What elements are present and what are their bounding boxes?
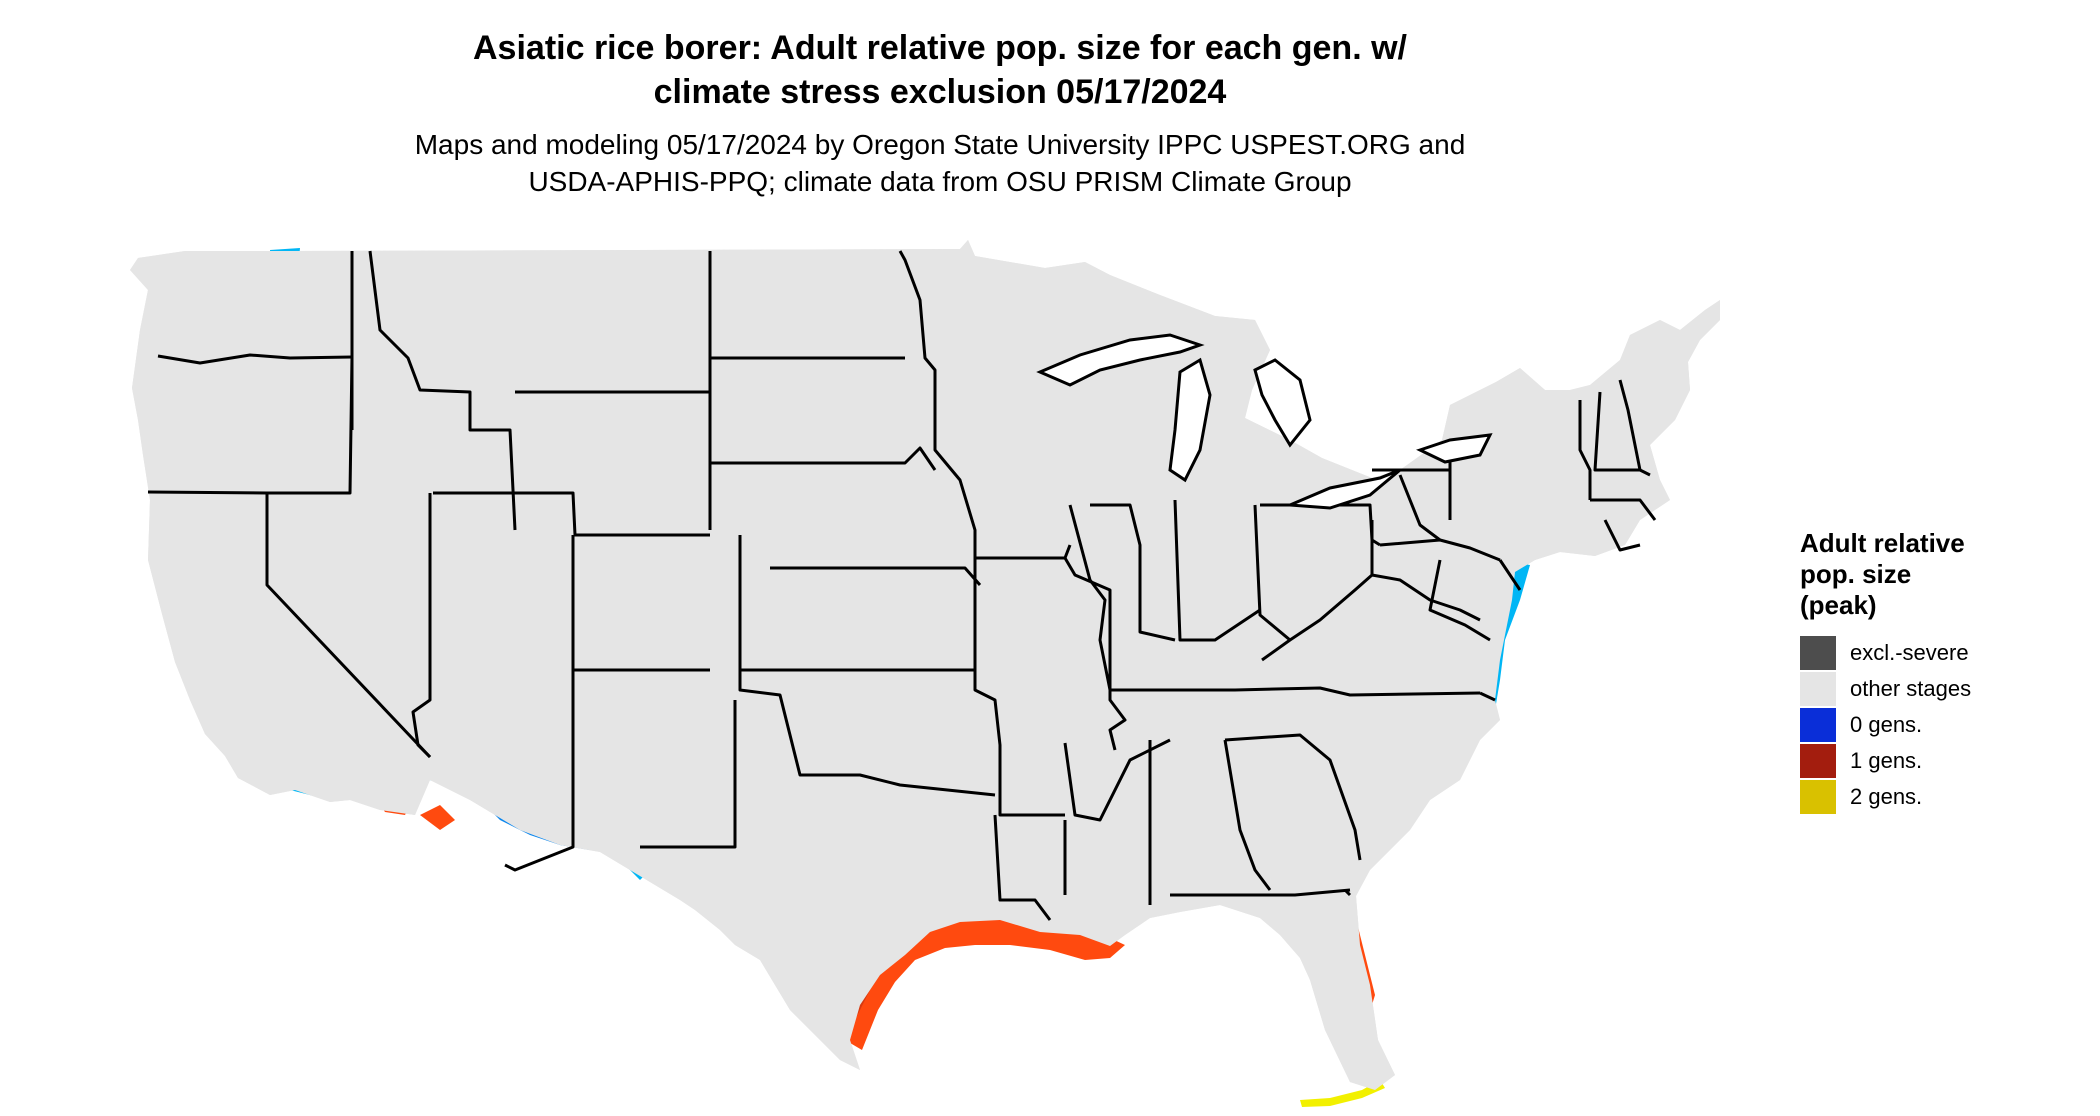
map-subtitle-line-2: USDA-APHIS-PPQ; climate data from OSU PR… (528, 166, 1352, 197)
legend-label: other stages (1850, 676, 1972, 701)
legend-label: 0 gens. (1850, 712, 1923, 737)
legend-swatch (1800, 636, 1836, 670)
legend-title-line: (peak) (1800, 590, 1877, 620)
state-borders (147, 250, 1657, 921)
legend-item-1-gens: 1 gens. (1800, 743, 2090, 779)
legend-item-0-gens: 0 gens. (1800, 707, 2090, 743)
great-lakes (1036, 333, 1493, 510)
legend-swatch (1800, 708, 1836, 742)
legend-title: Adult relative pop. size (peak) (1800, 528, 2090, 621)
us-pest-map (128, 238, 1722, 1107)
gen2-regions (1300, 1080, 1385, 1107)
legend-swatch (1800, 744, 1836, 778)
legend-label: excl.-severe (1850, 640, 1969, 665)
legend-label: 2 gens. (1850, 784, 1923, 809)
legend-swatch (1800, 780, 1836, 814)
map-subtitle-line-1: Maps and modeling 05/17/2024 by Oregon S… (414, 129, 1466, 160)
legend-item-other-stages: other stages (1800, 671, 2090, 707)
map-title-line-1: Asiatic rice borer: Adult relative pop. … (473, 29, 1407, 67)
legend-swatch (1800, 672, 1836, 706)
map-legend: Adult relative pop. size (peak) excl.-se… (1800, 528, 2090, 815)
legend-label: 1 gens. (1850, 748, 1923, 773)
legend-item-2-gens: 2 gens. (1800, 779, 2090, 815)
legend-title-line: pop. size (1800, 559, 1912, 589)
map-title-line-2: climate stress exclusion 05/17/2024 (653, 73, 1227, 111)
legend-title-line: Adult relative (1800, 528, 1965, 558)
legend-item-excl-severe: excl.-severe (1800, 635, 2090, 671)
